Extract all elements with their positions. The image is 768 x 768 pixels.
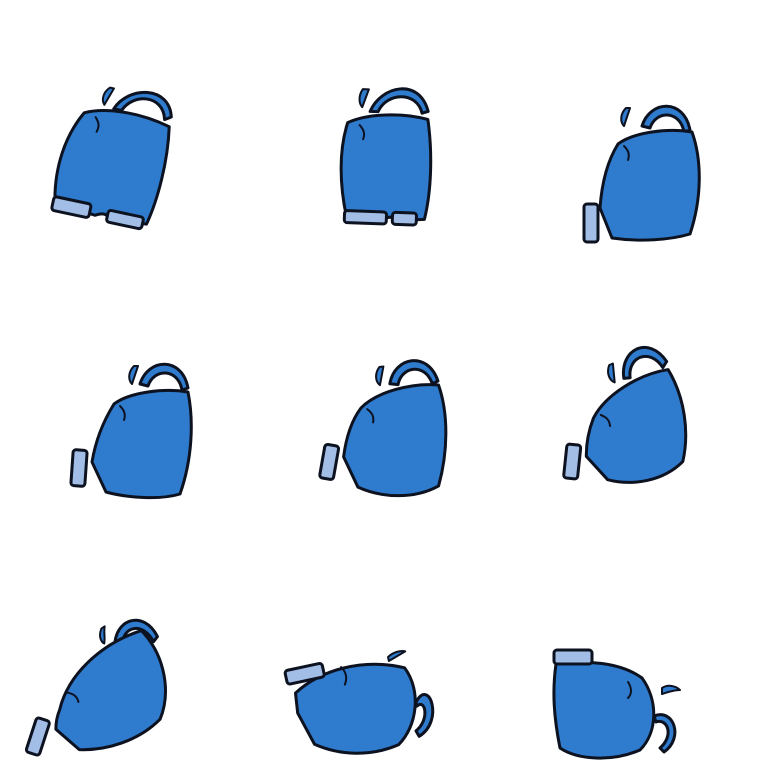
cuff-icon [390, 210, 418, 227]
creature-sprite-4 [69, 362, 193, 500]
body-icon [552, 660, 656, 760]
creature-sprite-2 [339, 87, 433, 227]
creature-sprite-9 [552, 648, 681, 760]
cuff-icon [283, 662, 326, 686]
body-icon [53, 109, 171, 226]
creature-sprite-3 [582, 104, 701, 244]
creature-sprite-8 [283, 650, 435, 755]
drip-icon [128, 365, 139, 385]
tail-icon [388, 359, 440, 387]
sprite-frame-7 [0, 512, 256, 768]
body-icon [598, 129, 701, 242]
sprite-frame-6 [512, 256, 768, 512]
tail-icon [640, 104, 692, 134]
cuff-icon [24, 716, 51, 757]
tail-icon [414, 693, 435, 738]
drip-icon [620, 107, 631, 127]
tail-icon [113, 618, 159, 650]
cuff-icon [582, 202, 600, 244]
creature-sprite-7 [24, 618, 167, 757]
cuff-icon [342, 209, 388, 226]
sprite-frame-3 [512, 0, 768, 256]
cuff-icon [562, 442, 583, 481]
drip-icon [661, 684, 681, 695]
tail-icon [622, 346, 669, 380]
tail-icon [368, 87, 430, 115]
cuff-icon [105, 209, 145, 231]
cuff-icon [69, 448, 89, 488]
body-icon [90, 389, 193, 500]
body-icon [339, 113, 433, 223]
body-icon [54, 629, 167, 752]
tail-icon [138, 362, 190, 392]
drip-icon [607, 362, 616, 384]
drip-icon [375, 365, 385, 387]
drip-icon [358, 88, 370, 109]
body-icon [584, 368, 688, 484]
sprite-frame-9 [512, 512, 768, 768]
sprite-frame-1 [0, 0, 256, 256]
body-icon [293, 662, 417, 755]
cuff-icon [318, 442, 341, 481]
tail-icon [112, 91, 173, 122]
creature-sprite-1 [50, 86, 173, 231]
drip-icon [101, 86, 115, 106]
cuff-icon [552, 648, 594, 666]
creature-sprite-6 [562, 346, 688, 484]
sprite-frame-5 [256, 256, 512, 512]
drip-icon [387, 650, 407, 662]
tail-icon [652, 713, 677, 754]
sprite-frame-4 [0, 256, 256, 512]
creature-sprite-5 [318, 359, 448, 498]
cuff-icon [50, 195, 93, 219]
sprite-frame-2 [256, 0, 512, 256]
drip-icon [99, 625, 106, 645]
sprite-frame-8 [256, 512, 512, 768]
body-icon [342, 383, 448, 498]
